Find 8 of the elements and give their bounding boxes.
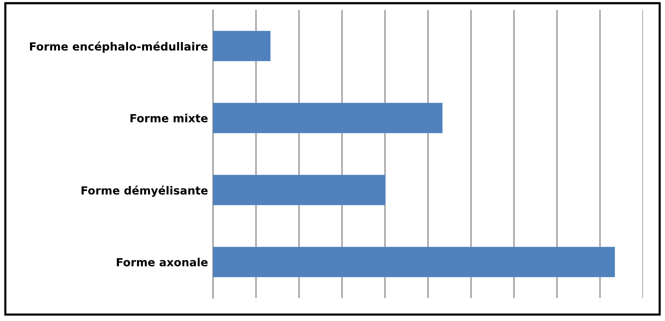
y-tick-label: Forme démyélisante: [82, 186, 208, 197]
bar: [213, 30, 270, 62]
bar: [213, 246, 615, 278]
y-tick-label: Forme mixte: [130, 114, 208, 122]
bar: [213, 174, 386, 206]
y-tick-label: Forme encéphalo-médullaire: [30, 42, 208, 53]
y-tick-label: Forme axonale: [116, 258, 208, 266]
bar: [213, 102, 442, 134]
